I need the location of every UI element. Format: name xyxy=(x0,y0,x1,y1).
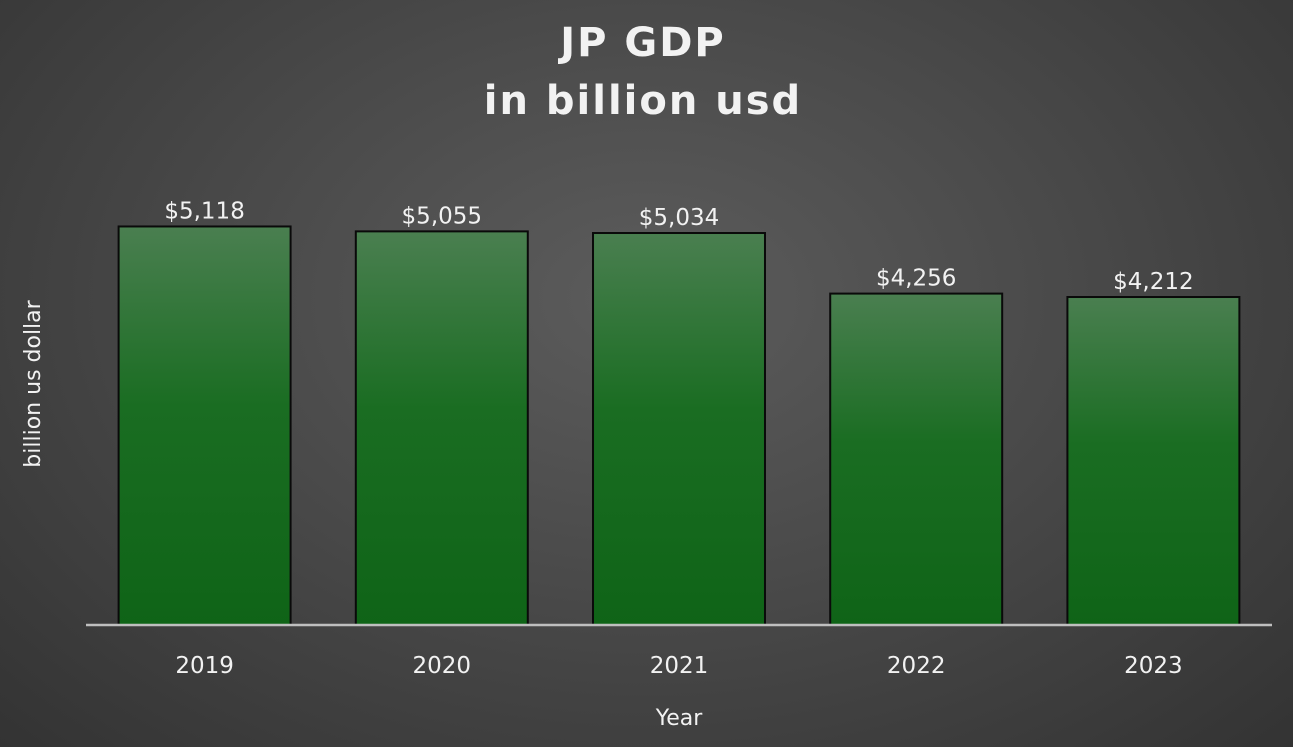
y-axis-title: billion us dollar xyxy=(21,299,46,467)
bar-2022 xyxy=(829,292,1004,626)
data-label-2023: $4,212 xyxy=(1113,269,1193,295)
data-label-2020: $5,055 xyxy=(402,203,482,229)
bar-2020 xyxy=(354,230,529,626)
data-labels-group: $5,118 $5,055 $5,034 $4,256 $4,212 xyxy=(164,198,1193,295)
bar-2021 xyxy=(592,232,766,626)
chart-subtitle: in billion usd xyxy=(484,78,802,124)
x-axis-title: Year xyxy=(655,706,704,731)
bar-2019 xyxy=(117,225,292,626)
x-tick-label-2023: 2023 xyxy=(1124,653,1183,679)
x-tick-label-2021: 2021 xyxy=(650,653,709,679)
bar-2023 xyxy=(1066,296,1241,626)
data-label-2019: $5,118 xyxy=(164,198,244,224)
data-label-2021: $5,034 xyxy=(639,205,719,231)
chart-title: JP GDP xyxy=(557,20,725,66)
x-tick-label-2022: 2022 xyxy=(887,653,946,679)
x-tick-labels-group: 2019 2020 2021 2022 2023 xyxy=(175,653,1182,679)
data-label-2022: $4,256 xyxy=(876,266,956,292)
bars-group xyxy=(117,225,1241,626)
x-tick-label-2020: 2020 xyxy=(413,653,472,679)
x-tick-label-2019: 2019 xyxy=(175,653,234,679)
